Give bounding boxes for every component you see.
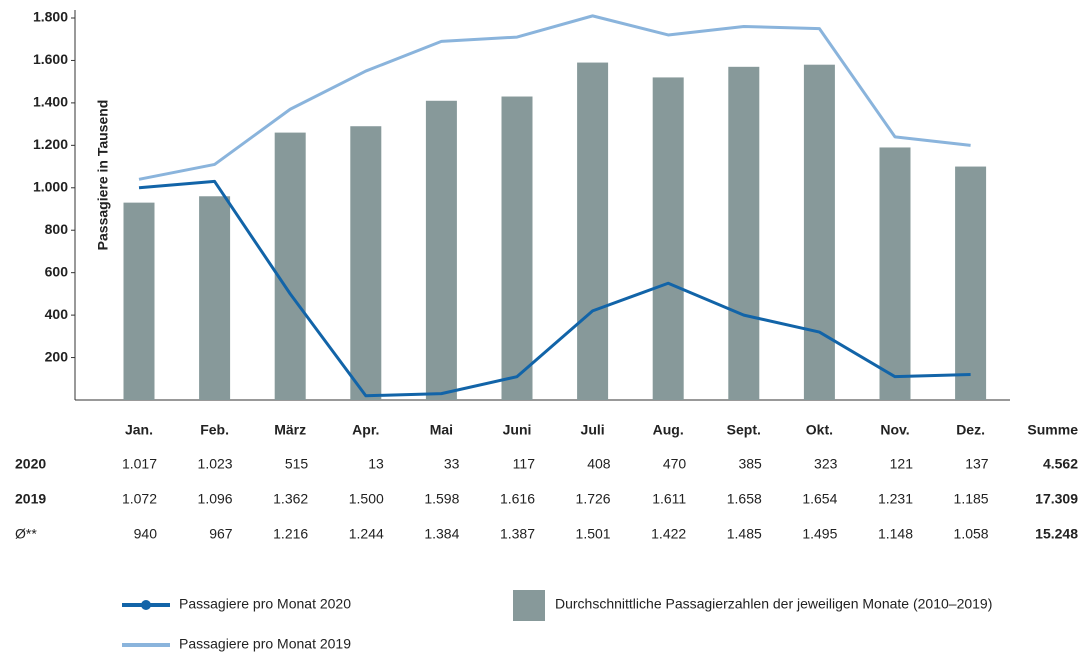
bar [803, 64, 835, 400]
legend-label: Durchschnittliche Passagierzahlen der je… [555, 596, 992, 612]
table-cell: 470 [663, 456, 687, 472]
table-cell: 1.598 [424, 491, 459, 507]
bar [652, 77, 684, 400]
y-tick-label: 1.400 [33, 94, 68, 110]
x-tick-label: Mai [430, 422, 453, 438]
table-cell: 967 [209, 526, 233, 542]
table-cell: 323 [814, 456, 838, 472]
x-tick-label: Nov. [880, 422, 909, 438]
y-axis-label: Passagiere in Tausend [95, 100, 111, 251]
table-cell: 137 [965, 456, 989, 472]
line-series [138, 14, 971, 181]
y-tick-label: 400 [45, 306, 69, 322]
x-tick-label: Juni [503, 422, 532, 438]
x-tick-label: Jan. [125, 422, 153, 438]
x-tick-label: Juli [581, 422, 605, 438]
table-cell: 1.072 [122, 491, 157, 507]
table-cell: 1.485 [727, 526, 762, 542]
table-cell: 117 [513, 456, 536, 472]
table-cell: 1.658 [727, 491, 762, 507]
x-tick-label: Sept. [727, 422, 761, 438]
line-series [138, 179, 971, 398]
bar [274, 132, 306, 400]
x-tick-label: Feb. [200, 422, 229, 438]
y-tick-label: 200 [45, 348, 69, 364]
bar [577, 62, 609, 401]
table-cell: 1.654 [802, 491, 837, 507]
y-tick-label: 800 [45, 221, 69, 237]
table-cell: 33 [444, 456, 460, 472]
table-cell: 1.096 [198, 491, 233, 507]
table-cell: 1.384 [424, 526, 459, 542]
table-cell: 1.023 [198, 456, 233, 472]
table-cell: 408 [587, 456, 611, 472]
table-cell: 1.185 [954, 491, 989, 507]
x-tick-label: Okt. [806, 422, 833, 438]
legend-label: Passagiere pro Monat 2020 [179, 596, 351, 612]
table-header: Summe [1027, 422, 1078, 438]
table-cell: 1.058 [954, 526, 989, 542]
x-tick-label: Aug. [653, 422, 684, 438]
bar [728, 66, 760, 401]
table-cell: 1.611 [652, 491, 686, 507]
table-cell: 121 [890, 456, 914, 472]
y-tick-label: 1.000 [33, 178, 68, 194]
table-cell: 1.726 [576, 491, 611, 507]
row-label: 2019 [15, 491, 46, 507]
bar [350, 126, 382, 400]
table-cell: 1.500 [349, 491, 384, 507]
y-tick-label: 1.800 [33, 9, 68, 25]
row-total: 17.309 [1035, 491, 1078, 507]
table-cell: 1.362 [273, 491, 308, 507]
table-cell: 13 [368, 456, 384, 472]
bar [501, 96, 533, 401]
legend-label: Passagiere pro Monat 2019 [179, 636, 351, 652]
row-label: 2020 [15, 456, 46, 472]
x-tick-label: Dez. [956, 422, 985, 438]
row-total: 15.248 [1035, 526, 1078, 542]
bar [955, 166, 987, 400]
x-tick-label: Apr. [352, 422, 379, 438]
table-cell: 385 [738, 456, 762, 472]
row-total: 4.562 [1043, 456, 1078, 472]
x-tick-label: März [274, 422, 306, 438]
y-tick-label: 1.600 [33, 51, 68, 67]
y-tick-label: 1.200 [33, 136, 68, 152]
table-cell: 1.017 [122, 456, 157, 472]
table-cell: 940 [134, 526, 158, 542]
row-label: Ø** [15, 526, 37, 542]
table-cell: 515 [285, 456, 309, 472]
bar [123, 202, 155, 400]
bar [425, 100, 457, 401]
y-tick-label: 600 [45, 263, 69, 279]
legend-marker [141, 600, 151, 610]
table-cell: 1.616 [500, 491, 535, 507]
bar [879, 147, 911, 400]
table-cell: 1.422 [651, 526, 686, 542]
bar [199, 196, 231, 400]
table-cell: 1.216 [273, 526, 308, 542]
table-cell: 1.148 [878, 526, 913, 542]
table-cell: 1.387 [500, 526, 535, 542]
table-cell: 1.495 [802, 526, 837, 542]
legend-swatch [513, 590, 545, 621]
table-cell: 1.231 [878, 491, 913, 507]
table-cell: 1.244 [349, 526, 384, 542]
table-cell: 1.501 [576, 526, 611, 542]
